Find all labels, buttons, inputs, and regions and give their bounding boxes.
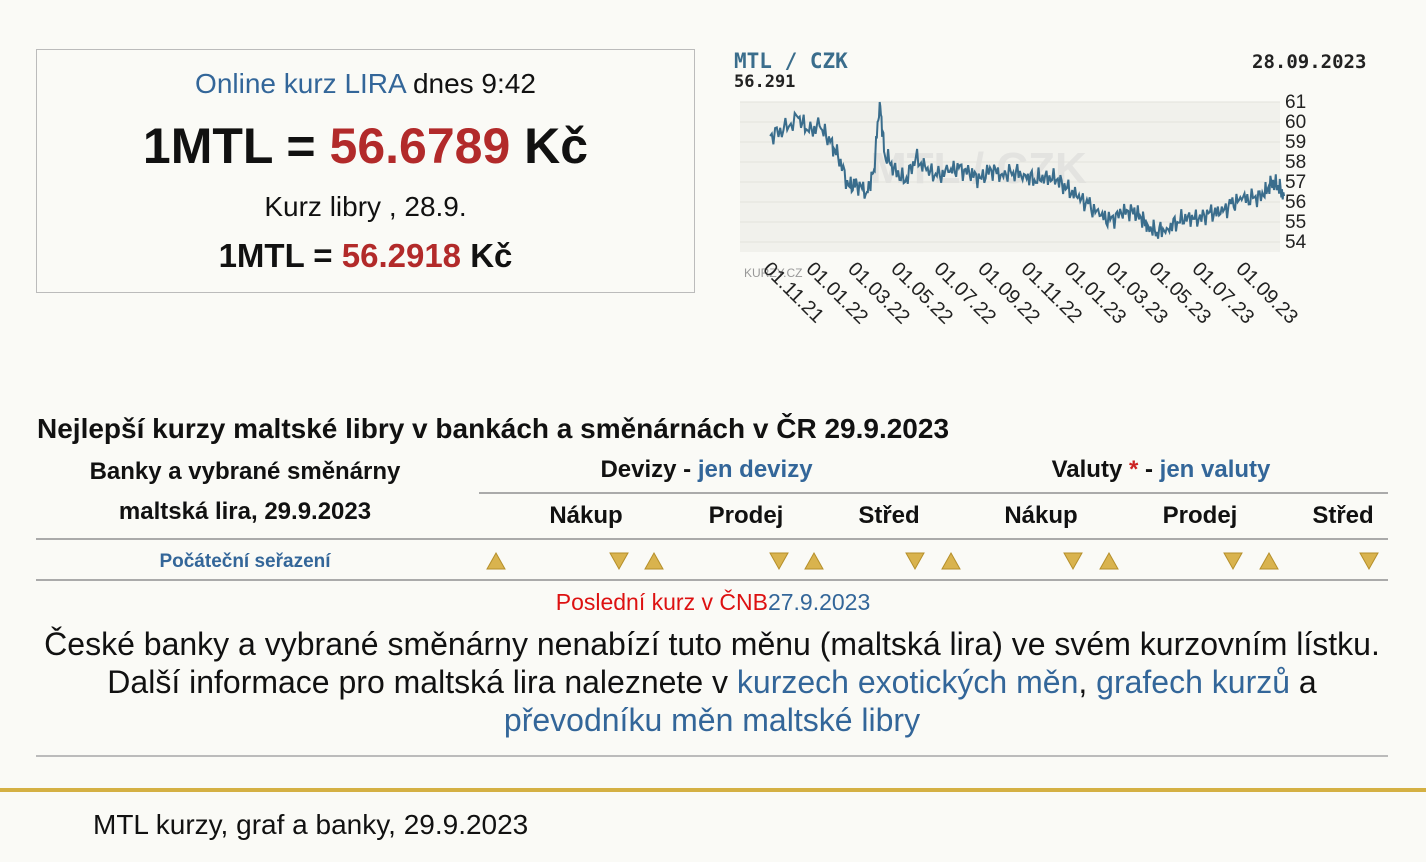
cnb-last-rate: Poslední kurz v ČNB27.9.2023	[0, 586, 1426, 618]
online-time: dnes 9:42	[412, 68, 536, 99]
banks-header-line1: Banky a vybrané směnárny	[89, 458, 401, 485]
chart-date: 28.09.2023	[1252, 51, 1367, 73]
online-rate-value: 56.6789	[329, 118, 511, 174]
chart-last-value: 56.291	[734, 72, 796, 92]
devizy-label: Devizy	[600, 456, 677, 483]
chart-y-tick: 55	[1285, 212, 1306, 233]
rate-charts-link[interactable]: grafech kurzů	[1096, 664, 1291, 700]
chart-y-tick: 60	[1285, 112, 1306, 133]
info-paragraph: České banky a vybrané směnárny nenabízí …	[36, 625, 1388, 739]
cnb-rate-value-line: 1MTL = 56.2918 Kč	[37, 236, 694, 276]
footer-divider	[0, 788, 1426, 792]
online-rate-unit: Kč	[510, 118, 589, 174]
chart-y-tick: 54	[1285, 232, 1307, 253]
section-title: Nejlepší kurzy maltské libry v bankách a…	[37, 413, 950, 444]
col-devizy-stred[interactable]: Střed	[858, 502, 920, 529]
group-divider	[479, 492, 1388, 494]
sort-desc-icon[interactable]	[1358, 551, 1380, 571]
sort-desc-icon[interactable]	[1222, 551, 1244, 571]
col-devizy-nakup[interactable]: Nákup	[549, 502, 623, 529]
sort-asc-icon[interactable]	[643, 551, 665, 571]
banks-header-line2: maltská lira, 29.9.2023	[118, 498, 372, 525]
banks-header: Banky a vybrané směnárny maltská lira, 2…	[36, 452, 454, 532]
sort-asc-icon[interactable]	[1098, 551, 1120, 571]
chart-y-tick: 57	[1285, 172, 1306, 193]
col-valuty-nakup[interactable]: Nákup	[1004, 502, 1078, 529]
chart-y-tick: 61	[1285, 92, 1306, 113]
currency-converter-link[interactable]: převodníku měn maltské libry	[503, 702, 921, 738]
chart-y-tick: 56	[1285, 192, 1306, 213]
reset-sort-link[interactable]: Počáteční seřazení	[159, 551, 331, 572]
sort-desc-icon[interactable]	[1062, 551, 1084, 571]
devizy-sep: -	[676, 456, 698, 483]
sort-desc-icon[interactable]	[904, 551, 926, 571]
chart-series-line	[769, 101, 1286, 239]
devizy-group-header: Devizy - jen devizy	[479, 452, 934, 488]
info-text: a	[1290, 664, 1317, 700]
content-divider	[36, 755, 1388, 757]
valuty-label: Valuty	[1051, 456, 1129, 483]
info-text: České banky a vybrané směnárny nenabízí …	[44, 626, 1380, 700]
cnb-rate-label: Kurz libry , 28.9.	[264, 191, 467, 222]
col-devizy-prodej[interactable]: Prodej	[708, 502, 784, 529]
online-rate-value-line: 1MTL = 56.6789 Kč	[37, 116, 694, 176]
header-divider	[36, 538, 1388, 540]
sort-asc-icon[interactable]	[803, 551, 825, 571]
rate-chart[interactable]: MTL / CZK KURZY.CZ 61 60 59 58 57 56 55 54 01.1…	[730, 45, 1390, 345]
chart-y-tick: 58	[1285, 152, 1306, 173]
valuty-star: *	[1128, 456, 1139, 483]
chart-brand-logo: KURZY.CZ	[744, 266, 802, 280]
col-valuty-stred[interactable]: Střed	[1312, 502, 1374, 529]
chart-title: MTL / CZK	[734, 49, 848, 73]
footer-text: MTL kurzy, graf a banky, 29.9.2023	[93, 809, 529, 840]
cnb-rate-value: 56.2918	[341, 237, 462, 274]
sort-desc-icon[interactable]	[768, 551, 790, 571]
cnb-rate-lhs: 1MTL =	[218, 237, 342, 274]
online-rate-line: Online kurz LIRA dnes 9:42	[37, 67, 694, 101]
sort-asc-icon[interactable]	[485, 551, 507, 571]
chart-plot-area	[740, 102, 1280, 252]
cnb-last-rate-label: Poslední kurz v ČNB	[555, 589, 768, 615]
cnb-rate-unit: Kč	[461, 237, 513, 274]
valuty-only-link[interactable]: jen valuty	[1159, 456, 1271, 483]
valuty-group-header: Valuty * - jen valuty	[934, 452, 1388, 488]
sort-row-divider	[36, 579, 1388, 581]
col-valuty-prodej[interactable]: Prodej	[1162, 502, 1238, 529]
exotic-currencies-link[interactable]: kurzech exotických měn	[736, 664, 1079, 700]
cnb-last-rate-date: 27.9.2023	[767, 589, 871, 615]
devizy-only-link[interactable]: jen devizy	[697, 456, 813, 483]
sort-asc-icon[interactable]	[1258, 551, 1280, 571]
sort-desc-icon[interactable]	[608, 551, 630, 571]
info-text: ,	[1078, 664, 1097, 700]
sort-asc-icon[interactable]	[940, 551, 962, 571]
valuty-sep: -	[1138, 456, 1160, 483]
online-rate-link[interactable]: Online kurz LIRA	[195, 68, 406, 99]
chart-y-tick: 59	[1285, 132, 1306, 153]
online-rate-lhs: 1MTL =	[142, 118, 330, 174]
rate-box: Online kurz LIRA dnes 9:42 1MTL = 56.678…	[36, 49, 695, 293]
